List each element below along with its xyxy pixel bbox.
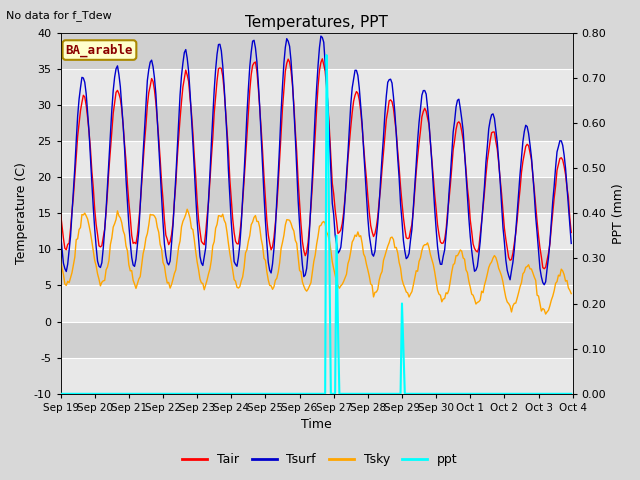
Bar <box>61 33 573 69</box>
Bar <box>61 69 573 105</box>
Bar <box>61 358 573 394</box>
Legend: Tair, Tsurf, Tsky, ppt: Tair, Tsurf, Tsky, ppt <box>177 448 463 471</box>
Text: No data for f_Tdew: No data for f_Tdew <box>6 10 112 21</box>
Bar <box>61 286 573 322</box>
Y-axis label: PPT (mm): PPT (mm) <box>612 183 625 243</box>
Bar <box>61 322 573 358</box>
X-axis label: Time: Time <box>301 419 332 432</box>
Bar <box>61 141 573 177</box>
Text: BA_arable: BA_arable <box>66 43 133 57</box>
Bar <box>61 249 573 286</box>
Y-axis label: Temperature (C): Temperature (C) <box>15 162 28 264</box>
Bar <box>61 213 573 249</box>
Title: Temperatures, PPT: Temperatures, PPT <box>245 15 388 30</box>
Bar <box>61 105 573 141</box>
Bar <box>61 177 573 213</box>
